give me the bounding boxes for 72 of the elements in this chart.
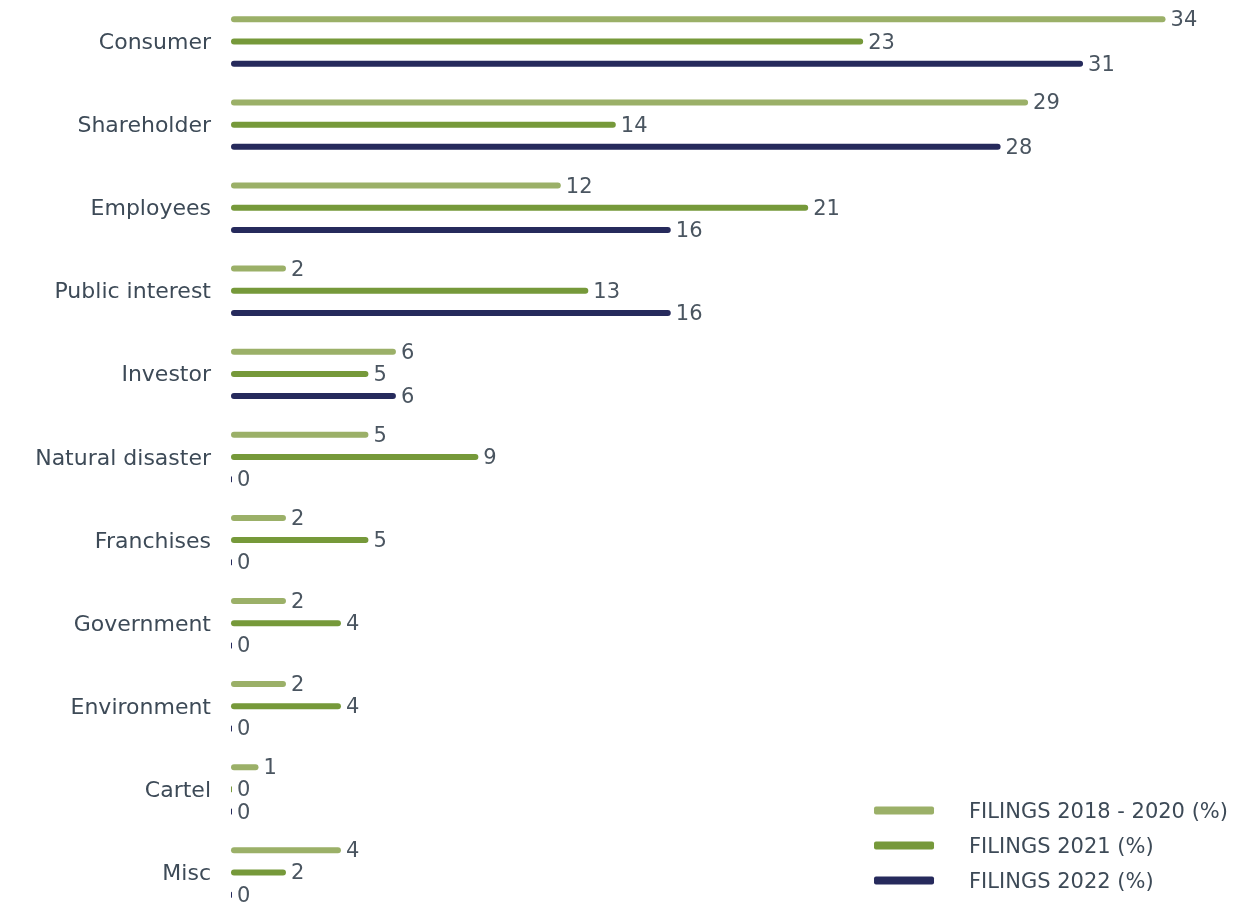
bar bbox=[231, 703, 341, 710]
bar bbox=[231, 310, 671, 317]
bar bbox=[231, 681, 286, 688]
data-label: 2 bbox=[290, 672, 305, 697]
data-label: 4 bbox=[345, 611, 360, 636]
data-label: 16 bbox=[675, 217, 703, 242]
bar bbox=[231, 454, 479, 460]
bar bbox=[231, 287, 589, 294]
bar bbox=[231, 121, 616, 128]
data-label: 2 bbox=[290, 505, 305, 530]
data-label: 0 bbox=[237, 799, 251, 824]
data-label: 31 bbox=[1088, 51, 1115, 76]
bar bbox=[231, 431, 369, 438]
data-label: 0 bbox=[237, 633, 251, 658]
data-label: 2 bbox=[290, 256, 305, 281]
y-tick-label: Consumer bbox=[98, 29, 212, 55]
bar bbox=[231, 370, 369, 377]
data-label: 0 bbox=[237, 882, 251, 907]
data-label: 6 bbox=[400, 384, 415, 409]
data-label: 5 bbox=[373, 422, 387, 447]
y-tick-label: Franchises bbox=[94, 527, 211, 553]
bar bbox=[231, 869, 286, 876]
legend-label: FILINGS 2022 (%) bbox=[969, 868, 1154, 893]
data-label: 9 bbox=[483, 445, 497, 469]
y-tick-label: Employees bbox=[90, 195, 211, 221]
y-tick-label: Natural disaster bbox=[35, 444, 212, 470]
bar bbox=[231, 204, 809, 211]
data-label: 5 bbox=[373, 361, 387, 386]
data-label: 0 bbox=[237, 777, 251, 802]
y-tick-label: Public interest bbox=[54, 278, 212, 304]
data-label: 0 bbox=[237, 467, 251, 492]
data-label: 16 bbox=[675, 301, 703, 326]
bar bbox=[231, 393, 396, 400]
legend-label: FILINGS 2021 (%) bbox=[969, 833, 1154, 858]
data-label: 2 bbox=[290, 588, 305, 613]
data-label: 12 bbox=[565, 173, 593, 198]
data-label: 0 bbox=[237, 550, 251, 575]
data-label: 6 bbox=[400, 339, 415, 364]
bar bbox=[231, 226, 671, 233]
y-tick-label: Government bbox=[73, 610, 212, 636]
data-label: 21 bbox=[813, 195, 840, 220]
data-label: 23 bbox=[868, 29, 895, 54]
data-label: 34 bbox=[1170, 7, 1198, 32]
data-label: 13 bbox=[593, 278, 621, 303]
data-label: 4 bbox=[345, 694, 360, 719]
bar bbox=[231, 265, 286, 272]
data-label: 29 bbox=[1033, 90, 1060, 115]
bar bbox=[231, 847, 341, 854]
data-label: 14 bbox=[620, 112, 648, 137]
data-label: 2 bbox=[290, 860, 305, 885]
bar bbox=[231, 537, 369, 544]
data-label: 28 bbox=[1005, 134, 1033, 159]
data-label: 0 bbox=[237, 716, 251, 741]
bar bbox=[231, 16, 1166, 23]
bar bbox=[231, 182, 561, 189]
bar bbox=[231, 38, 864, 45]
data-label: 4 bbox=[345, 838, 360, 863]
bar bbox=[231, 348, 396, 355]
y-tick-label: Environment bbox=[70, 693, 212, 719]
bar bbox=[231, 620, 341, 627]
bar bbox=[231, 143, 1001, 150]
y-tick-label: Shareholder bbox=[77, 112, 212, 138]
y-tick-label: Cartel bbox=[144, 776, 211, 802]
bar bbox=[231, 514, 286, 521]
bar bbox=[231, 60, 1084, 67]
data-label: 5 bbox=[373, 528, 387, 553]
legend-label: FILINGS 2018 - 2020 (%) bbox=[969, 798, 1228, 823]
y-tick-label: Misc bbox=[162, 859, 211, 885]
data-label: 1 bbox=[263, 755, 277, 780]
bar bbox=[231, 597, 286, 604]
bar bbox=[231, 99, 1029, 106]
y-tick-label: Investor bbox=[121, 361, 212, 387]
